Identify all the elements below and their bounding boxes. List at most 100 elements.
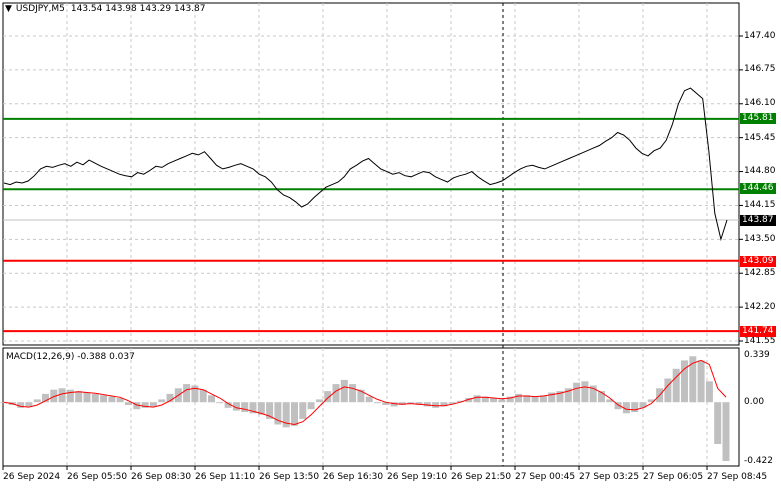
macd-histogram-bar bbox=[523, 395, 531, 403]
macd-histogram-bar bbox=[291, 402, 298, 426]
macd-histogram-bar bbox=[100, 395, 108, 403]
time-axis-label: 27 Sep 06:05 bbox=[643, 472, 704, 482]
time-axis-label: 27 Sep 00:45 bbox=[515, 472, 576, 482]
macd-histogram-bar bbox=[374, 402, 381, 404]
macd-histogram-bar bbox=[689, 356, 697, 403]
macd-histogram-bar bbox=[573, 382, 581, 403]
symbol-label: USDJPY,M5 bbox=[15, 4, 65, 14]
price-line bbox=[3, 87, 728, 242]
macd-histogram-bar bbox=[515, 393, 522, 403]
macd-histogram-bar bbox=[357, 389, 365, 403]
macd-histogram-bar bbox=[531, 396, 539, 403]
macd-histogram-bar bbox=[664, 378, 672, 403]
time-axis-label: 27 Sep 03:25 bbox=[579, 472, 640, 482]
triangle-down-icon[interactable]: ▼ bbox=[5, 4, 12, 14]
time-axis-label: 27 Sep 08:45 bbox=[707, 472, 768, 482]
macd-histogram-bar bbox=[83, 392, 91, 403]
macd-histogram-bar bbox=[498, 399, 506, 403]
macd-histogram-bar bbox=[681, 360, 688, 403]
macd-histogram-bar bbox=[465, 398, 473, 403]
price-axis-label: 141.55 bbox=[744, 336, 776, 346]
macd-histogram-bar bbox=[647, 399, 655, 403]
macd-histogram-bar bbox=[58, 388, 66, 403]
macd-histogram-bar bbox=[149, 402, 157, 407]
macd-histogram-bar bbox=[17, 402, 25, 408]
macd-axis-label: 0.339 bbox=[744, 350, 770, 360]
time-axis-label: 26 Sep 19:10 bbox=[387, 472, 448, 482]
price-axis-label: 144.80 bbox=[744, 166, 776, 176]
macd-histogram-bar bbox=[332, 384, 340, 403]
macd-histogram-bar bbox=[639, 402, 647, 408]
macd-histogram-bar bbox=[548, 392, 556, 403]
macd-histogram-bar bbox=[697, 360, 705, 403]
price-axis-label: 145.45 bbox=[744, 133, 776, 143]
macd-histogram-bar bbox=[349, 384, 357, 403]
macd-histogram-bar bbox=[506, 396, 514, 403]
level-tag-support: 143.09 bbox=[740, 256, 776, 267]
macd-label: MACD(12,26,9) -0.388 0.037 bbox=[6, 352, 135, 362]
close-value: 143.87 bbox=[174, 4, 206, 14]
time-axis-label: 26 Sep 21:50 bbox=[451, 472, 512, 482]
time-axis-label: 26 Sep 13:50 bbox=[259, 472, 320, 482]
chart-header: ▼ USDJPY,M5 143.54 143.98 143.29 143.87 bbox=[5, 4, 206, 14]
macd-histogram-bar bbox=[598, 391, 605, 403]
macd-axis-label: -0.422 bbox=[744, 456, 774, 466]
macd-histogram-bar bbox=[266, 402, 274, 419]
macd-histogram-bar bbox=[158, 399, 166, 403]
macd-histogram-bar bbox=[241, 402, 249, 412]
macd-histogram-bar bbox=[722, 402, 730, 461]
macd-histogram-bar bbox=[191, 385, 199, 403]
macd-histogram-bar bbox=[631, 402, 639, 412]
time-axis-label: 26 Sep 2024 bbox=[3, 472, 61, 482]
main-panel-border bbox=[2, 2, 740, 346]
macd-histogram-bar bbox=[473, 395, 481, 403]
macd-histogram-bar bbox=[589, 385, 597, 403]
low-value: 143.29 bbox=[139, 4, 172, 14]
macd-histogram-bar bbox=[183, 384, 191, 403]
time-axis-label: 26 Sep 05:50 bbox=[67, 472, 128, 482]
macd-histogram-bar bbox=[66, 389, 74, 403]
price-axis-label: 142.85 bbox=[744, 268, 776, 278]
macd-histogram-bar bbox=[423, 402, 431, 407]
level-tag-support: 144.46 bbox=[740, 183, 776, 194]
macd-histogram-bar bbox=[274, 402, 282, 425]
macd-histogram-bar bbox=[224, 402, 232, 408]
macd-histogram-bar bbox=[407, 402, 415, 404]
level-tag-resistance: 145.81 bbox=[740, 113, 776, 124]
macd-histogram-bar bbox=[116, 398, 124, 403]
macd-histogram-bar bbox=[622, 402, 630, 414]
macd-histogram-bar bbox=[481, 396, 489, 403]
macd-histogram-bar bbox=[672, 368, 680, 403]
macd-histogram-bar bbox=[50, 389, 58, 403]
macd-histogram-bar bbox=[714, 402, 722, 444]
price-axis-label: 143.50 bbox=[744, 234, 776, 244]
current-price-tag: 143.87 bbox=[740, 215, 776, 226]
macd-histogram-bar bbox=[249, 402, 257, 414]
macd-histogram-bar bbox=[556, 391, 564, 403]
macd-histogram-bar bbox=[216, 402, 224, 404]
macd-histogram-bar bbox=[324, 391, 332, 403]
macd-histogram-bar bbox=[299, 402, 307, 419]
time-axis-label: 26 Sep 16:30 bbox=[323, 472, 384, 482]
macd-histogram-bar bbox=[340, 379, 348, 403]
macd-histogram-bar bbox=[91, 393, 99, 403]
macd-histogram-bar bbox=[390, 402, 398, 407]
macd-histogram-bar bbox=[415, 402, 423, 405]
macd-histogram-bar bbox=[257, 402, 265, 415]
macd-histogram-bar bbox=[108, 396, 116, 403]
macd-histogram-bar bbox=[606, 399, 614, 403]
macd-panel-border bbox=[2, 347, 740, 467]
macd-histogram-bar bbox=[456, 400, 464, 403]
macd-histogram-bar bbox=[208, 395, 215, 403]
macd-histogram-bar bbox=[564, 388, 572, 403]
price-axis-label: 144.15 bbox=[744, 200, 776, 210]
macd-histogram-bar bbox=[705, 381, 713, 403]
macd-histogram-bar bbox=[398, 402, 406, 405]
macd-histogram-bar bbox=[365, 396, 373, 403]
macd-histogram-bar bbox=[382, 402, 390, 405]
macd-histogram-bar bbox=[614, 402, 622, 410]
level-tag-support: 141.74 bbox=[740, 326, 776, 337]
macd-histogram-bar bbox=[25, 402, 33, 407]
